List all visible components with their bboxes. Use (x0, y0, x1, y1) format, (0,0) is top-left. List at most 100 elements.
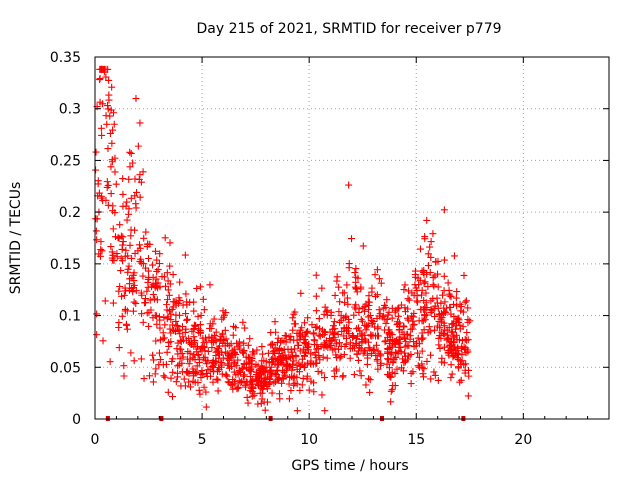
data-point (359, 242, 367, 250)
data-point (104, 105, 112, 113)
data-point (210, 315, 218, 323)
data-point (97, 246, 105, 254)
data-points (92, 65, 474, 415)
data-point (423, 216, 431, 224)
data-point (176, 278, 184, 286)
data-point (283, 362, 291, 370)
data-point (456, 378, 464, 386)
data-point (459, 323, 467, 331)
data-point (175, 294, 183, 302)
data-point (176, 355, 184, 363)
x-tick-label: 5 (198, 432, 207, 448)
data-point (364, 313, 372, 321)
data-point (400, 286, 408, 294)
data-point (394, 320, 402, 328)
data-point (276, 345, 284, 353)
data-point (183, 315, 191, 323)
data-point (312, 292, 320, 300)
data-point (301, 349, 309, 357)
data-point (163, 269, 171, 277)
data-point (149, 261, 157, 269)
data-point (443, 335, 451, 343)
y-tick-label: 0.1 (59, 309, 81, 325)
data-point (430, 368, 438, 376)
data-point (174, 339, 182, 347)
data-point (142, 264, 150, 272)
data-point (263, 373, 271, 381)
data-point (304, 346, 312, 354)
data-point (252, 375, 260, 383)
data-point (285, 380, 293, 388)
data-point (427, 238, 435, 246)
data-point (362, 381, 370, 389)
data-point (192, 343, 200, 351)
data-point (130, 281, 138, 289)
data-point (447, 361, 455, 369)
data-point (381, 338, 389, 346)
data-point (340, 351, 348, 359)
data-point (260, 398, 268, 406)
data-point (402, 338, 410, 346)
data-point (93, 331, 101, 339)
data-point (444, 348, 452, 356)
data-point (460, 343, 468, 351)
data-point (136, 119, 144, 127)
data-point (259, 367, 267, 375)
data-point (318, 284, 326, 292)
data-point (274, 376, 282, 384)
data-point (344, 300, 352, 308)
data-point (110, 120, 118, 128)
data-point (107, 106, 115, 114)
data-point (128, 274, 136, 282)
data-point (462, 297, 470, 305)
data-point (126, 163, 134, 171)
data-point (182, 310, 190, 318)
data-point (460, 271, 468, 279)
data-point (96, 76, 104, 84)
data-point (361, 331, 369, 339)
data-point (327, 308, 335, 316)
data-point (202, 403, 210, 411)
data-point (357, 372, 365, 380)
data-point (413, 339, 421, 347)
data-point (393, 365, 401, 373)
data-point (293, 336, 301, 344)
data-point (180, 375, 188, 383)
data-point (92, 227, 100, 235)
data-point (150, 356, 158, 364)
data-point (363, 360, 371, 368)
data-point (105, 91, 113, 99)
ticks-layer (94, 56, 610, 420)
data-point (401, 308, 409, 316)
data-point (415, 353, 423, 361)
data-point (119, 202, 127, 210)
data-point (153, 320, 161, 328)
data-point (146, 296, 154, 304)
data-point (365, 375, 373, 383)
data-point (384, 355, 392, 363)
data-point (163, 296, 171, 304)
data-point (416, 245, 424, 253)
data-point (174, 362, 182, 370)
data-point (363, 323, 371, 331)
data-point (400, 323, 408, 331)
data-point (239, 318, 247, 326)
data-point (351, 268, 359, 276)
data-point (255, 381, 263, 389)
data-point (104, 201, 112, 209)
data-point (136, 244, 144, 252)
data-point (301, 339, 309, 347)
data-point (373, 356, 381, 363)
data-point (451, 351, 459, 359)
data-point (229, 385, 237, 393)
data-point (456, 321, 464, 329)
data-point (139, 260, 147, 268)
data-point (185, 360, 193, 368)
data-point (297, 289, 305, 297)
data-point (149, 291, 157, 298)
data-point (200, 306, 208, 314)
data-point (214, 376, 222, 384)
data-point (249, 384, 257, 392)
data-point (448, 370, 456, 378)
